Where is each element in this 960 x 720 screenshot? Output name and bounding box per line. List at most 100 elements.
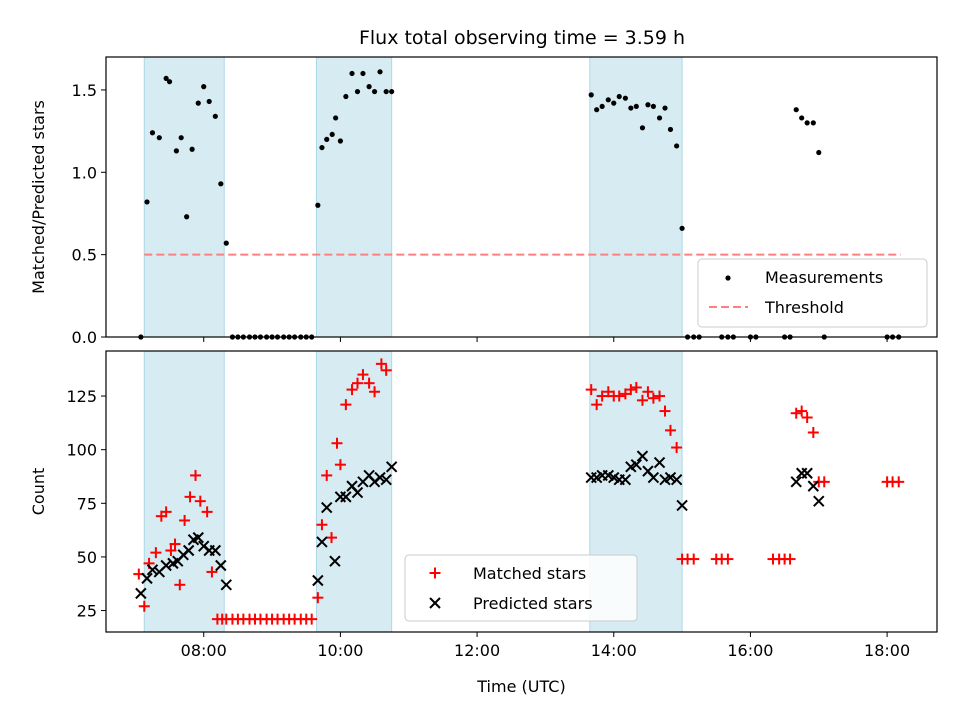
measurement-point xyxy=(324,136,330,142)
measurement-point xyxy=(360,70,366,77)
legend-threshold-label: Threshold xyxy=(764,298,844,317)
matched-star-point xyxy=(801,411,813,423)
matched-star-point xyxy=(331,437,343,449)
matched-star-point xyxy=(807,427,819,439)
measurement-point xyxy=(163,75,169,82)
predicted-star-point xyxy=(182,544,195,557)
y-tick-label: 1.5 xyxy=(72,81,97,100)
measurement-point xyxy=(195,100,201,106)
predicted-star-point xyxy=(329,555,341,567)
y-tick-label: 0.0 xyxy=(72,328,97,347)
matched-star-point xyxy=(340,399,352,411)
measurement-point xyxy=(377,69,383,75)
predicted-star-point xyxy=(220,579,232,591)
x-axis-label: Time (UTC) xyxy=(476,677,565,696)
measurement-point xyxy=(804,120,810,126)
legend-box xyxy=(404,554,638,622)
y-tick-label: 25 xyxy=(77,602,97,621)
measurement-point xyxy=(333,115,339,121)
y-tick-label: 0.5 xyxy=(72,246,97,265)
measurement-point xyxy=(793,107,799,113)
matched-star-point xyxy=(169,538,181,550)
predicted-star-point xyxy=(135,587,147,600)
predicted-star-point xyxy=(209,544,222,557)
legend-measurement-marker xyxy=(725,275,731,281)
measurement-point xyxy=(679,225,685,231)
predicted-star-point xyxy=(801,467,813,479)
matched-star-point xyxy=(613,390,625,402)
x-tick-label: 18:00 xyxy=(864,641,910,660)
matched-star-point xyxy=(321,469,333,481)
shaded-interval xyxy=(315,56,393,338)
matched-star-point xyxy=(316,519,328,531)
matched-star-point xyxy=(357,369,369,381)
measurement-point xyxy=(343,93,349,100)
measurement-point xyxy=(667,126,674,133)
legend-predicted-marker xyxy=(429,597,441,609)
y-tick-label: 100 xyxy=(66,441,97,460)
matched-star-point xyxy=(818,476,830,488)
measurement-point xyxy=(611,100,617,106)
matched-star-point xyxy=(351,377,363,389)
legend-box xyxy=(697,258,928,328)
predicted-star-point xyxy=(676,499,688,512)
predicted-star-point xyxy=(664,471,677,484)
predicted-star-point xyxy=(146,564,159,576)
measurement-point xyxy=(605,97,611,103)
x-tick-label: 08:00 xyxy=(181,641,227,660)
measurement-point xyxy=(599,103,605,110)
measurement-point xyxy=(628,105,634,111)
measurement-point xyxy=(645,102,651,108)
y-axis-label: Count xyxy=(29,468,48,516)
matched-star-point xyxy=(206,566,218,578)
axes-frame xyxy=(105,56,938,338)
matched-star-point xyxy=(201,506,213,518)
measurement-point xyxy=(594,107,600,113)
matched-star-point xyxy=(636,394,648,406)
predicted-star-point xyxy=(795,467,808,479)
measurement-point xyxy=(383,88,389,95)
matched-star-point xyxy=(654,390,666,402)
axes-frame xyxy=(105,350,938,633)
y-tick-label: 1.0 xyxy=(72,163,97,182)
matched-star-point xyxy=(184,491,196,503)
measurement-point xyxy=(206,98,212,105)
x-tick-label: 14:00 xyxy=(591,641,637,660)
predicted-star-point xyxy=(316,536,328,548)
matched-star-point xyxy=(664,424,676,436)
matched-star-point xyxy=(165,544,177,556)
matched-star-point xyxy=(194,495,206,507)
matched-star-point xyxy=(596,390,608,402)
predicted-star-point xyxy=(385,461,398,473)
top-panel: 0.0 0.5 1.0 1.5 Matched/Predicted stars Meas… xyxy=(29,56,938,347)
measurement-point xyxy=(212,113,218,119)
predicted-star-point xyxy=(141,572,153,585)
matched-star-point xyxy=(642,386,654,398)
measurement-point xyxy=(156,135,162,141)
measurement-point xyxy=(588,92,594,98)
legend-matched-marker xyxy=(429,567,441,579)
matched-star-point xyxy=(796,405,808,417)
matched-star-point xyxy=(625,384,637,396)
predicted-star-point xyxy=(215,559,227,572)
matched-star-point xyxy=(138,600,150,612)
predicted-star-point xyxy=(192,531,204,544)
matched-star-point xyxy=(346,384,358,396)
matched-star-point xyxy=(630,381,642,393)
predicted-star-point xyxy=(807,480,820,492)
shaded-interval xyxy=(315,350,393,633)
legend-measurements-label: Measurements xyxy=(765,268,883,287)
matched-star-point xyxy=(363,377,375,389)
measurement-point xyxy=(173,148,179,154)
measurement-point xyxy=(315,202,321,208)
matched-star-point xyxy=(893,476,905,488)
measurement-point xyxy=(201,84,207,90)
matched-star-point xyxy=(174,579,186,591)
measurement-point xyxy=(810,120,816,126)
matched-star-point xyxy=(326,532,338,544)
measurement-point xyxy=(389,88,395,95)
chart-title: Flux total observing time = 3.59 h xyxy=(359,27,685,49)
matched-star-point xyxy=(591,399,603,411)
shaded-interval xyxy=(143,56,225,338)
measurement-point xyxy=(371,88,378,95)
